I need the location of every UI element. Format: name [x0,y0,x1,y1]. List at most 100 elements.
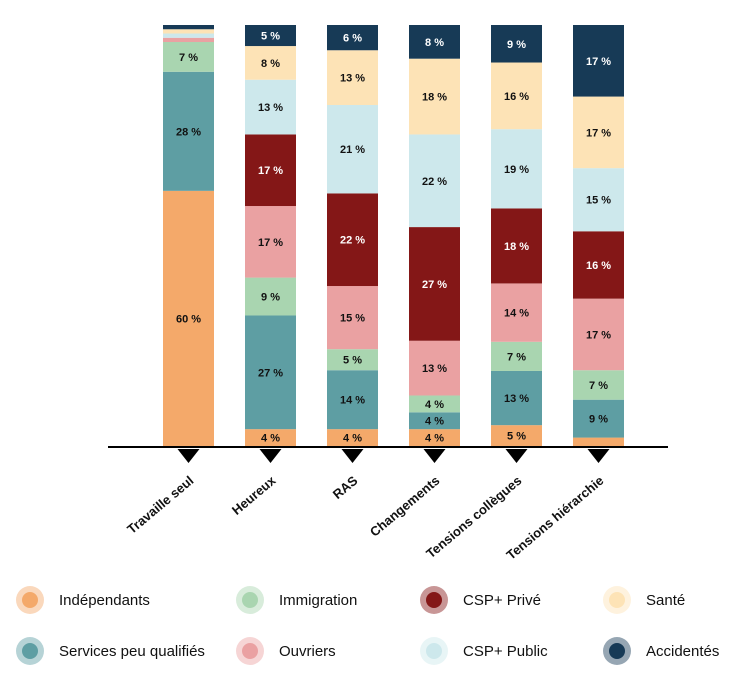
bars-group [163,25,624,446]
legend-item-ouvriers: Ouvriers [236,637,336,665]
data-label-ras-accidentes: 6 % [343,33,362,45]
bar-segment-ras-independants [327,429,378,446]
x-tick-label-heureux: Heureux [229,472,279,517]
data-label-ras-services-peu-qualifies: 14 % [340,395,365,407]
bar-segment-tensions-hierarchie-csp-public [573,168,624,232]
data-label-tensions-collegues-csp-public: 19 % [504,164,529,176]
data-label-tensions-hierarchie-ouvriers: 17 % [586,329,611,341]
data-label-tensions-hierarchie-services-peu-qualifies: 9 % [589,414,608,426]
bar-segment-travaille-seul-accidentes [163,25,214,30]
data-label-tensions-hierarchie-csp-prive: 16 % [586,260,611,272]
x-tick-label-ras: RAS [330,473,361,502]
bar-segment-tensions-collegues-ouvriers [491,283,542,342]
bar-segment-tensions-hierarchie-ouvriers [573,298,624,371]
bar-segment-heureux-sante [245,46,296,80]
data-label-heureux-accidentes: 5 % [261,31,280,43]
data-label-tensions-collegues-independants: 5 % [507,431,526,443]
category-marker-heureux [259,449,282,463]
bar-segment-tensions-collegues-accidentes [491,25,542,63]
data-label-tensions-collegues-services-peu-qualifies: 13 % [504,393,529,405]
bar-segment-ras-accidentes [327,25,378,51]
data-label-changements-sante: 18 % [422,92,447,104]
data-label-changements-independants: 4 % [425,433,444,445]
data-label-ras-csp-prive: 22 % [340,235,365,247]
data-label-travaille-seul-immigration: 7 % [179,52,198,64]
x-tick-label-travaille-seul: Travaille seul [124,473,196,537]
bar-segment-heureux-independants [245,429,296,446]
bar-segment-changements-independants [409,429,460,446]
legend-swatch [22,643,38,659]
data-label-tensions-collegues-immigration: 7 % [507,351,526,363]
data-label-changements-csp-public: 22 % [422,176,447,188]
bar-segment-tensions-hierarchie-services-peu-qualifies [573,399,624,438]
data-label-travaille-seul-independants: 60 % [176,313,201,325]
bar-segment-heureux-services-peu-qualifies [245,315,296,430]
legend-label: Accidentés [646,643,719,660]
data-label-changements-accidentes: 8 % [425,37,444,49]
data-label-changements-immigration: 4 % [425,399,444,411]
legend-swatch [426,592,442,608]
bar-segment-tensions-collegues-csp-public [491,129,542,209]
legend-swatch [609,643,625,659]
category-marker-travaille-seul [177,449,200,463]
bar-segment-travaille-seul-independants [163,190,214,446]
bar-segment-tensions-collegues-csp-prive [491,208,542,284]
bar-segment-tensions-collegues-services-peu-qualifies [491,370,542,426]
data-label-heureux-immigration: 9 % [261,292,280,304]
bar-segment-tensions-collegues-immigration [491,341,542,371]
data-label-ras-immigration: 5 % [343,355,362,367]
legend-label: Santé [646,592,685,609]
legend-swatch [609,592,625,608]
bar-segment-heureux-ouvriers [245,206,296,278]
data-label-heureux-ouvriers: 17 % [258,237,283,249]
bar-segment-changements-sante [409,58,460,135]
legend-label: Services peu qualifiés [59,643,205,660]
bar-segment-travaille-seul-immigration [163,42,214,72]
bar-segment-ras-csp-public [327,104,378,194]
bar-segment-heureux-csp-prive [245,134,296,207]
legend-label: Ouvriers [279,643,336,660]
x-tick-label-changements: Changements [367,473,442,540]
category-marker-changements [423,449,446,463]
bar-segment-changements-accidentes [409,25,460,59]
bar-segment-changements-ouvriers [409,340,460,396]
legend-swatch [242,643,258,659]
data-label-heureux-services-peu-qualifies: 27 % [258,367,283,379]
bar-segment-tensions-collegues-independants [491,425,542,446]
bar-segment-travaille-seul-ouvriers [163,37,214,43]
category-labels-group: Travaille seul Heureux RAS ChangementsTensi… [124,472,606,562]
legend: Indépendants Immigration CSP+ Privé Santé Se… [16,586,719,665]
data-label-tensions-hierarchie-accidentes: 17 % [586,56,611,68]
segment-labels-group: 60 % 28 % 7 % 4 % 27 % 9 % 17 % 17 % 13 % 8 % 5 % 4… [176,31,611,445]
category-markers-group [177,449,610,463]
bar-segment-changements-csp-public [409,134,460,228]
data-label-tensions-collegues-accidentes: 9 % [507,39,526,51]
data-label-heureux-csp-prive: 17 % [258,165,283,177]
data-label-heureux-independants: 4 % [261,433,280,445]
bar-segment-ras-ouvriers [327,286,378,350]
legend-item-accidentes: Accidentés [603,637,719,665]
data-label-changements-services-peu-qualifies: 4 % [425,416,444,428]
data-label-heureux-sante: 8 % [261,58,280,70]
bar-segment-travaille-seul-sante [163,29,214,34]
legend-item-independants: Indépendants [16,586,150,614]
bar-segment-ras-immigration [327,349,378,371]
data-label-tensions-hierarchie-immigration: 7 % [589,380,608,392]
data-label-changements-csp-prive: 27 % [422,279,447,291]
bar-segment-ras-sante [327,50,378,105]
bar-segment-tensions-hierarchie-sante [573,96,624,169]
bar-segment-travaille-seul-csp-public [163,33,214,38]
bar-segment-changements-services-peu-qualifies [409,412,460,430]
category-marker-tensions-collegues [505,449,528,463]
category-marker-tensions-hierarchie [587,449,610,463]
bar-segment-tensions-hierarchie-accidentes [573,25,624,97]
category-marker-ras [341,449,364,463]
legend-item-csp-public: CSP+ Public [420,637,548,665]
legend-item-sante: Santé [603,586,685,614]
data-label-ras-sante: 13 % [340,73,365,85]
data-label-ras-csp-public: 21 % [340,144,365,156]
data-label-changements-ouvriers: 13 % [422,363,447,375]
data-label-tensions-hierarchie-csp-public: 15 % [586,195,611,207]
legend-label: CSP+ Public [463,643,548,660]
